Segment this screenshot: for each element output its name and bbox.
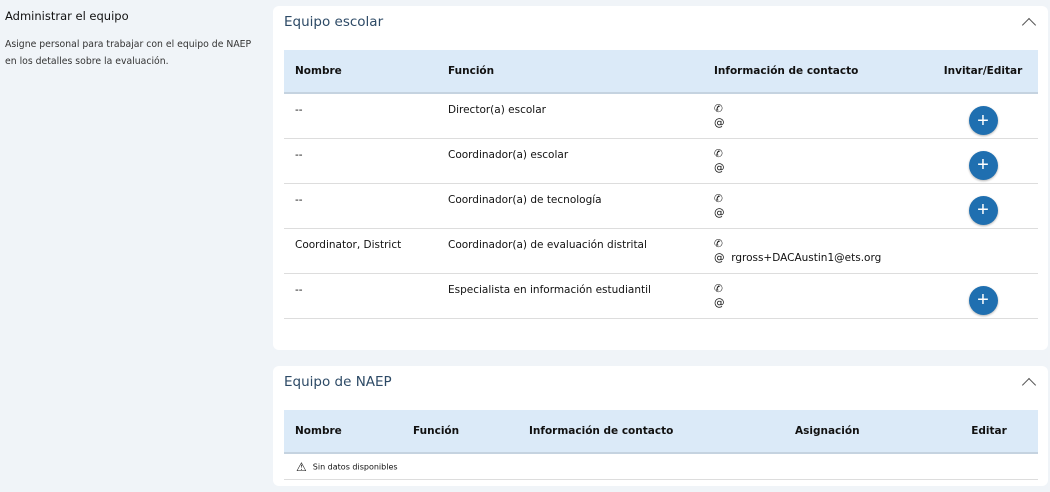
col-nombre[interactable]: Nombre [284, 410, 402, 454]
col-invitar: Invitar/Editar [928, 50, 1038, 94]
col-funcion[interactable]: Función [437, 50, 703, 94]
email-value[interactable]: rgross+DACAustin1@ets.org [731, 251, 882, 264]
phone-icon: ✆ [714, 147, 723, 160]
member-name: -- [284, 183, 437, 229]
naep-team-card: Equipo de NAEP Nombre Función Informació… [273, 366, 1048, 486]
contact-info: ✆ @ [703, 138, 928, 184]
plus-icon: + [977, 154, 989, 176]
email-icon: @ [714, 251, 725, 264]
member-role: Coordinador(a) escolar [437, 138, 703, 184]
invite-add-button[interactable]: + [968, 106, 998, 135]
collapse-chevron-icon[interactable] [1021, 377, 1037, 393]
col-contacto[interactable]: Información de contacto [703, 50, 928, 94]
invite-cell: + [928, 138, 1038, 184]
contact-info: ✆ @ [703, 183, 928, 229]
email-icon: @ [714, 161, 725, 174]
invite-add-button[interactable]: + [968, 195, 998, 225]
contact-info: ✆ @ [703, 93, 928, 139]
table-row: -- Coordinador(a) escolar ✆ @ + [284, 138, 1038, 184]
school-team-title: Equipo escolar [284, 14, 384, 30]
col-nombre[interactable]: Nombre [284, 50, 437, 94]
plus-icon: + [977, 289, 989, 311]
table-row: -- Director(a) escolar ✆ @ + [284, 93, 1038, 139]
member-role: Especialista en información estudiantil [437, 273, 703, 319]
member-role: Coordinador(a) de evaluación distrital [437, 228, 703, 274]
table-row: Coordinator, District Coordinador(a) de … [284, 228, 1038, 274]
collapse-chevron-icon[interactable] [1021, 17, 1037, 33]
naep-team-title: Equipo de NAEP [284, 374, 392, 390]
member-name: Coordinator, District [284, 228, 437, 274]
empty-state: ⚠ Sin datos disponibles [284, 453, 1038, 480]
naep-team-table: Nombre Función Información de contacto A… [284, 410, 1038, 454]
contact-info: ✆ @ rgross+DACAustin1@ets.org [703, 228, 928, 274]
col-funcion[interactable]: Función [402, 410, 518, 454]
invite-cell: + [928, 93, 1038, 139]
contact-info: ✆ @ [703, 273, 928, 319]
invite-cell [928, 228, 1038, 274]
col-editar: Editar [940, 410, 1038, 454]
table-row: -- Coordinador(a) de tecnología ✆ @ + [284, 183, 1038, 229]
col-contacto[interactable]: Información de contacto [518, 410, 795, 454]
table-row: -- Especialista en información estudiant… [284, 273, 1038, 319]
phone-icon: ✆ [714, 237, 723, 250]
school-team-table: Nombre Función Información de contacto I… [284, 50, 1038, 319]
phone-icon: ✆ [714, 103, 723, 115]
email-icon: @ [714, 117, 725, 129]
invite-cell: + [928, 183, 1038, 229]
empty-message: Sin datos disponibles [312, 462, 398, 472]
member-name: -- [284, 138, 437, 184]
plus-icon: + [977, 199, 989, 221]
phone-icon: ✆ [714, 282, 723, 295]
plus-icon: + [977, 109, 989, 132]
member-role: Coordinador(a) de tecnología [437, 183, 703, 229]
invite-add-button[interactable]: + [968, 285, 998, 315]
phone-icon: ✆ [714, 192, 723, 205]
invite-add-button[interactable]: + [968, 150, 998, 180]
email-icon: @ [714, 296, 725, 309]
sidebar-title: Administrar el equipo [5, 9, 129, 23]
invite-cell: + [928, 273, 1038, 319]
school-team-card: Equipo escolar Nombre Función Informació… [273, 6, 1048, 350]
col-asignacion[interactable]: Asignación [795, 410, 940, 454]
email-icon: @ [714, 206, 725, 219]
sidebar-description: Asigne personal para trabajar con el equ… [5, 39, 252, 67]
warning-icon: ⚠ [296, 460, 307, 474]
member-name: -- [284, 93, 437, 139]
member-role: Director(a) escolar [437, 93, 703, 139]
member-name: -- [284, 273, 437, 319]
